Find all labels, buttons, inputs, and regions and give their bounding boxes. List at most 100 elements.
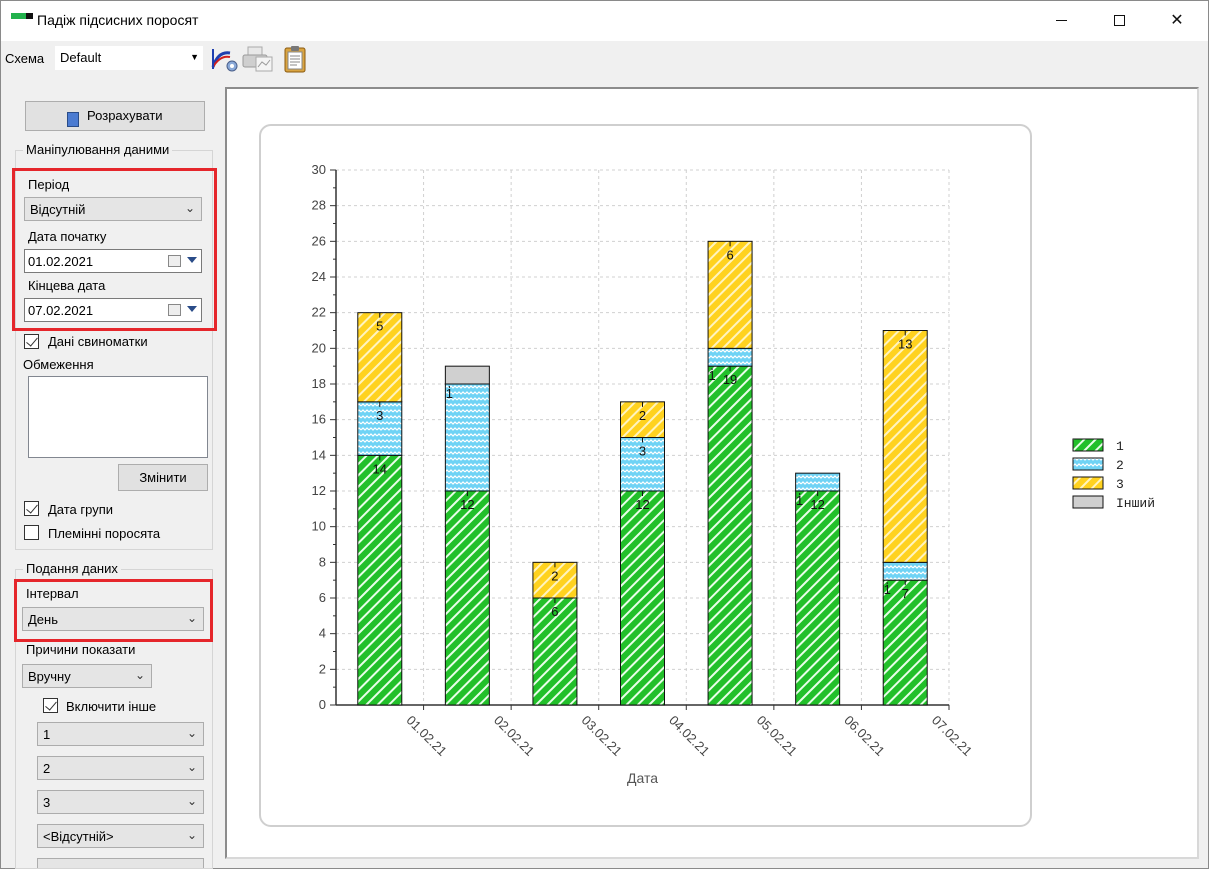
highlight-date-box: [12, 168, 217, 331]
y-tick-label: 12: [312, 483, 326, 498]
reasons-label: Причини показати: [26, 642, 136, 657]
end-date-value: 07.02.2021: [28, 303, 94, 318]
calendar-icon[interactable]: [168, 304, 181, 316]
limits-label: Обмеження: [23, 357, 94, 372]
print-preview-icon[interactable]: [242, 45, 273, 73]
bar-segment: [444, 490, 490, 706]
chevron-down-icon: ⌄: [184, 201, 195, 215]
calculator-icon: [67, 111, 80, 127]
close-button[interactable]: ✕: [1148, 1, 1206, 41]
calculate-button[interactable]: Розрахувати: [25, 101, 205, 131]
data-label: 12: [810, 497, 824, 512]
bar-segment: [620, 401, 665, 439]
window-title: Падіж підсисних поросят: [37, 12, 199, 28]
legend-swatch: [1072, 457, 1104, 471]
chevron-down-icon: ⌄: [186, 794, 197, 808]
bar-segment: [444, 365, 490, 385]
data-label: 12: [635, 497, 649, 512]
y-tick-label: 30: [312, 162, 326, 177]
reasons-mode-select[interactable]: Вручну ⌄: [22, 664, 152, 688]
include-other-checkbox[interactable]: [43, 698, 58, 713]
reason-select-2[interactable]: 2 ⌄: [37, 756, 204, 780]
clipboard-icon[interactable]: [283, 45, 309, 73]
bar-segment: [882, 330, 928, 563]
start-date-label: Дата початку: [28, 229, 107, 244]
bar-segment: [707, 347, 753, 367]
bar-segment: [357, 454, 403, 706]
y-tick-label: 28: [312, 198, 326, 213]
maximize-button[interactable]: [1090, 1, 1148, 41]
reason-3-value: 3: [43, 795, 51, 810]
interval-select[interactable]: День ⌄: [22, 607, 204, 631]
dropdown-arrow-icon[interactable]: [187, 306, 197, 312]
y-tick-label: 26: [312, 233, 326, 248]
change-button[interactable]: Змінити: [118, 464, 208, 491]
y-tick-label: 20: [312, 340, 326, 355]
sow-data-checkbox[interactable]: [24, 334, 39, 349]
y-tick-label: 2: [319, 661, 326, 676]
breeding-piglets-checkbox[interactable]: [24, 525, 39, 540]
start-date-value: 01.02.2021: [28, 254, 94, 269]
data-manipulation-title: Маніпулювання даними: [23, 142, 173, 157]
y-tick-label: 0: [319, 697, 326, 712]
data-label: 2: [551, 568, 558, 583]
y-tick-label: 4: [319, 626, 326, 641]
bar-segment: [882, 579, 928, 706]
data-label: 1: [796, 493, 803, 508]
reason-select-1[interactable]: 1 ⌄: [37, 722, 204, 746]
sow-data-label: Дані свиноматки: [48, 334, 148, 349]
dropdown-arrow-icon[interactable]: [187, 257, 197, 263]
interval-label: Інтервал: [26, 586, 79, 601]
maximize-icon: [1113, 15, 1125, 27]
data-view-title: Подання даних: [23, 561, 121, 576]
group-date-checkbox[interactable]: [24, 501, 39, 516]
y-tick-label: 14: [312, 447, 326, 462]
end-date-field[interactable]: 07.02.2021: [24, 298, 202, 322]
bar-segment: [444, 383, 490, 492]
reason-4-value: <Відсутній>: [43, 829, 114, 844]
scheme-select[interactable]: Default ▼: [55, 46, 203, 70]
data-label: 1: [708, 368, 715, 383]
legend-swatch: [1072, 495, 1104, 509]
reason-select-3[interactable]: 3 ⌄: [37, 790, 204, 814]
end-date-label: Кінцева дата: [28, 278, 106, 293]
x-tick-label: 07.02.21: [929, 713, 975, 759]
data-label: 2: [639, 408, 646, 423]
limits-listbox[interactable]: [28, 376, 208, 458]
legend-label: 2: [1116, 458, 1124, 473]
reason-2-value: 2: [43, 761, 51, 776]
y-tick-label: 10: [312, 519, 326, 534]
legend-label: Інший: [1116, 496, 1155, 511]
minimize-button[interactable]: [1032, 1, 1090, 41]
reasons-mode-value: Вручну: [28, 669, 71, 684]
highlight-interval-box: [14, 579, 213, 642]
calendar-icon[interactable]: [168, 255, 181, 267]
start-date-field[interactable]: 01.02.2021: [24, 249, 202, 273]
x-axis-label: Дата: [627, 770, 658, 786]
x-tick-label: 05.02.21: [754, 713, 800, 759]
bar-segment: [795, 490, 841, 706]
data-label: 1: [884, 582, 891, 597]
data-label: 1: [446, 386, 453, 401]
x-tick-label: 06.02.21: [841, 713, 887, 759]
bar-segment: [532, 561, 578, 599]
bar-segment: [795, 472, 841, 492]
data-label: 13: [898, 337, 912, 352]
close-icon: ✕: [1170, 12, 1184, 29]
reason-select-5[interactable]: [37, 858, 204, 868]
y-tick-label: 8: [319, 554, 326, 569]
reason-select-4[interactable]: <Відсутній> ⌄: [37, 824, 204, 848]
data-label: 3: [376, 408, 383, 423]
period-select[interactable]: Відсутній ⌄: [24, 197, 202, 221]
bar-segment: [707, 240, 753, 349]
x-tick-label: 01.02.21: [403, 713, 449, 759]
interval-value: День: [28, 612, 58, 627]
chart-settings-icon[interactable]: [210, 45, 238, 73]
bar-segment: [620, 490, 665, 706]
scheme-label: Схема: [5, 51, 45, 66]
bar-segment: [620, 437, 665, 492]
period-value: Відсутній: [30, 202, 86, 217]
chevron-down-icon: ⌄: [186, 726, 197, 740]
bar-segment: [882, 561, 928, 581]
